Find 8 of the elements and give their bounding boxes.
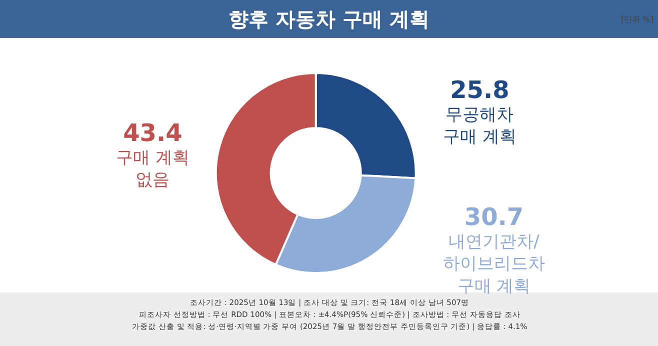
slice-label: 구매 계획 없음 (116, 148, 190, 190)
data-label: 25.8 (450, 76, 510, 104)
slice-label: 내연기관차/ 하이브리드차 구매 계획 (443, 232, 545, 296)
chart-title: 향후 자동차 구매 계획 (228, 7, 430, 32)
data-label: 43.4 (123, 119, 182, 147)
slice-label: 무공해차 구매 계획 (443, 105, 516, 148)
text: [단위 %] (621, 15, 654, 24)
data-label: 30.7 (464, 203, 524, 231)
